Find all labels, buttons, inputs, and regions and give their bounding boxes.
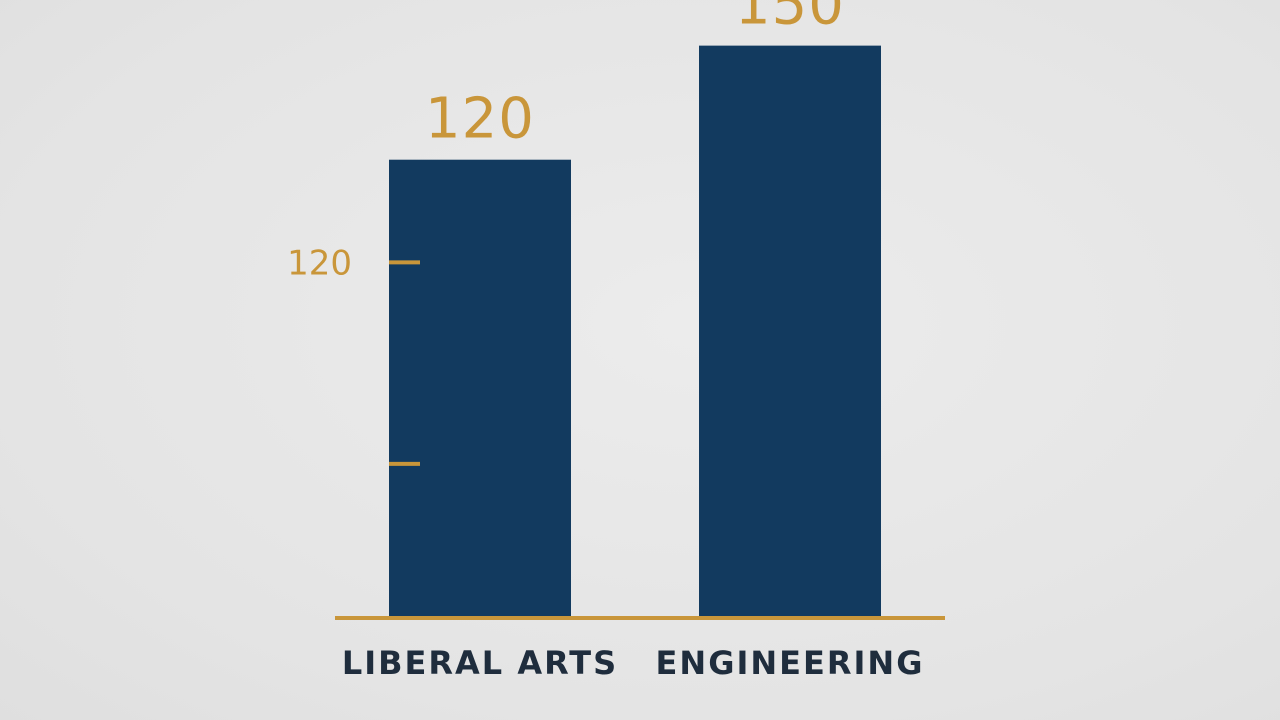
y-tick-label: 120 <box>287 243 352 283</box>
y-ticks-layer: 120 <box>287 243 420 466</box>
bar-engineering <box>699 45 881 616</box>
data-label-liberal-arts: 120 <box>425 87 535 152</box>
category-label-engineering: ENGINEERING <box>656 644 925 682</box>
category-label-liberal-arts: LIBERAL ARTS <box>342 644 618 682</box>
bar-liberal-arts <box>389 159 571 616</box>
labels-layer: 120 LIBERAL ARTS 150 ENGINEERING <box>342 0 925 682</box>
bars-layer <box>389 45 881 616</box>
data-label-engineering: 150 <box>735 0 845 38</box>
